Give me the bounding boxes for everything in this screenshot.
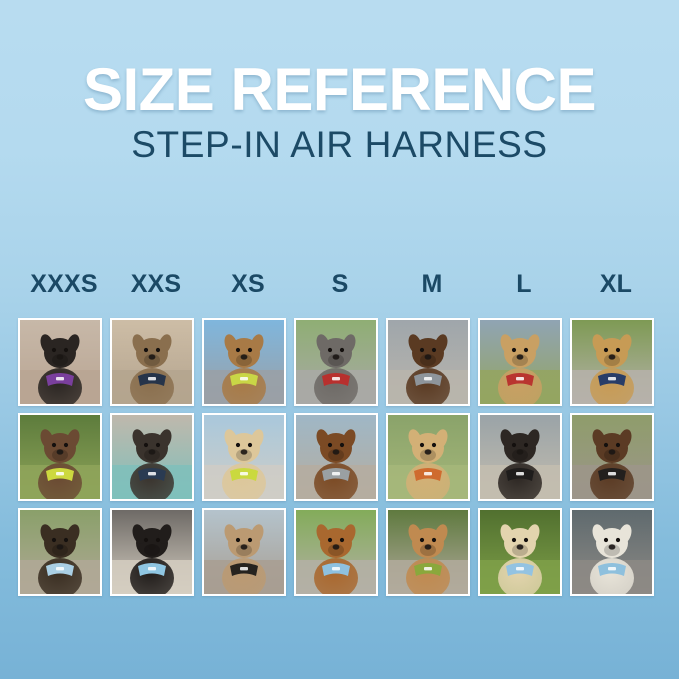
photo-l-1[interactable]	[478, 318, 562, 406]
photo-thumbnail	[296, 415, 376, 499]
photo-xs-3[interactable]	[202, 508, 286, 596]
photo-grid	[18, 318, 662, 596]
size-label-xxs: XXS	[130, 270, 182, 298]
photo-thumbnail	[204, 320, 284, 404]
photo-xl-1[interactable]	[570, 318, 654, 406]
photo-m-3[interactable]	[386, 508, 470, 596]
photo-thumbnail	[20, 510, 100, 594]
size-label-s: S	[331, 270, 349, 298]
photo-m-1[interactable]	[386, 318, 470, 406]
photo-s-3[interactable]	[294, 508, 378, 596]
poster-header: SIZE REFERENCE STEP-IN AIR HARNESS	[0, 0, 679, 200]
photo-xs-2[interactable]	[202, 413, 286, 501]
photo-xxs-3[interactable]	[110, 508, 194, 596]
photo-s-2[interactable]	[294, 413, 378, 501]
photo-xs-1[interactable]	[202, 318, 286, 406]
photo-thumbnail	[572, 510, 652, 594]
photo-xl-3[interactable]	[570, 508, 654, 596]
photo-xxxs-1[interactable]	[18, 318, 102, 406]
photo-thumbnail	[388, 415, 468, 499]
size-label-l: L	[516, 270, 532, 298]
photo-s-1[interactable]	[294, 318, 378, 406]
photo-thumbnail	[112, 510, 192, 594]
size-label-xl: XL	[599, 270, 633, 298]
size-label-xs: XS	[231, 270, 265, 298]
photo-row	[18, 508, 662, 596]
photo-thumbnail	[388, 320, 468, 404]
photo-xl-2[interactable]	[570, 413, 654, 501]
photo-thumbnail	[20, 415, 100, 499]
photo-xxxs-2[interactable]	[18, 413, 102, 501]
photo-thumbnail	[112, 415, 192, 499]
photo-thumbnail	[112, 320, 192, 404]
photo-l-2[interactable]	[478, 413, 562, 501]
photo-xxxs-3[interactable]	[18, 508, 102, 596]
size-label-xxxs: XXXS	[30, 270, 98, 298]
photo-thumbnail	[480, 320, 560, 404]
photo-thumbnail	[480, 415, 560, 499]
size-label-row: XXXS XXS XS S M L XL	[18, 268, 662, 302]
page-subtitle: STEP-IN AIR HARNESS	[131, 124, 548, 165]
photo-thumbnail	[204, 510, 284, 594]
photo-row	[18, 318, 662, 406]
photo-m-2[interactable]	[386, 413, 470, 501]
photo-thumbnail	[572, 320, 652, 404]
photo-l-3[interactable]	[478, 508, 562, 596]
photo-row	[18, 413, 662, 501]
photo-thumbnail	[572, 415, 652, 499]
photo-thumbnail	[296, 320, 376, 404]
page-title: SIZE REFERENCE	[82, 56, 597, 123]
photo-xxs-1[interactable]	[110, 318, 194, 406]
photo-thumbnail	[204, 415, 284, 499]
photo-thumbnail	[388, 510, 468, 594]
photo-thumbnail	[20, 320, 100, 404]
size-label-m: M	[421, 270, 443, 298]
photo-thumbnail	[296, 510, 376, 594]
photo-thumbnail	[480, 510, 560, 594]
photo-xxs-2[interactable]	[110, 413, 194, 501]
